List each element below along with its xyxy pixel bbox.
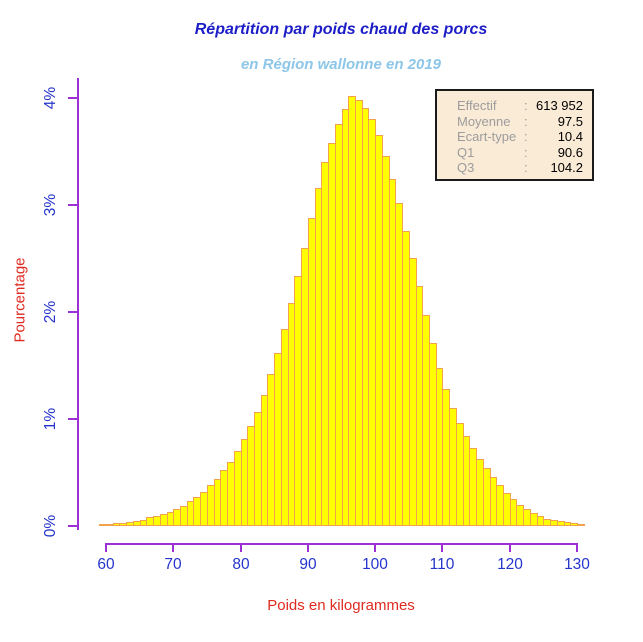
x-tick-label: 70 [164, 556, 182, 573]
stats-legend: Effectif:613 952 Moyenne:97.5 Ecart-type:1… [435, 89, 594, 181]
stats-label: Ecart-type [457, 129, 517, 145]
x-tick [374, 543, 376, 552]
x-axis-title: Poids en kilogrammes [267, 597, 415, 614]
y-tick [68, 525, 78, 527]
stats-rows: Effectif:613 952 Moyenne:97.5 Ecart-type:1… [457, 98, 583, 176]
stats-value: 97.5 [557, 113, 583, 129]
y-tick [68, 97, 78, 99]
stats-value: 104.2 [550, 160, 583, 176]
y-tick-label: 2% [42, 300, 59, 324]
y-tick [68, 418, 78, 420]
stats-row: Effectif:613 952 [457, 98, 583, 114]
stats-value: 613 952 [536, 98, 583, 113]
x-tick-label: 130 [564, 556, 590, 573]
stats-sep: : [524, 160, 528, 176]
y-tick-label: 3% [42, 193, 59, 217]
y-tick-label: 0% [42, 514, 59, 538]
stats-sep: : [524, 144, 528, 160]
y-tick-label: 1% [42, 407, 59, 431]
x-tick-label: 110 [429, 556, 455, 573]
stats-value: 10.4 [557, 129, 583, 145]
y-tick [68, 204, 78, 206]
stats-row: Q1: 90.6 [457, 145, 583, 161]
stats-row: Ecart-type: 10.4 [457, 129, 583, 145]
histogram-bar [577, 524, 585, 526]
x-tick [576, 543, 578, 552]
x-tick [240, 543, 242, 552]
x-tick [509, 543, 511, 552]
y-axis-title: Pourcentage [11, 257, 29, 343]
stats-label: Moyenne [457, 113, 511, 129]
stats-row: Q3: 104.2 [457, 160, 583, 176]
x-tick [172, 543, 174, 552]
y-axis-line [77, 78, 79, 530]
x-tick-label: 80 [232, 556, 250, 573]
y-tick [68, 311, 78, 313]
stats-sep: : [524, 113, 528, 129]
chart-subtitle: en Région wallonne en 2019 [240, 56, 442, 73]
stats-label: Q3 [457, 160, 475, 176]
x-tick-label: 90 [299, 556, 317, 573]
stats-label: Effectif [457, 98, 497, 113]
x-tick-label: 120 [497, 556, 523, 573]
stats-label: Q1 [457, 144, 475, 160]
stats-row: Moyenne: 97.5 [457, 114, 583, 130]
chart-title: Répartition par poids chaud des porcs [194, 21, 488, 38]
y-tick-label: 4% [42, 86, 59, 110]
stats-sep: : [524, 98, 528, 113]
x-tick [307, 543, 309, 552]
x-axis-line [105, 543, 578, 545]
x-tick-label: 60 [97, 556, 115, 573]
x-tick [105, 543, 107, 552]
x-tick-label: 100 [362, 556, 388, 573]
x-tick [441, 543, 443, 552]
stats-value: 90.6 [557, 144, 583, 160]
stats-sep: : [524, 129, 528, 145]
